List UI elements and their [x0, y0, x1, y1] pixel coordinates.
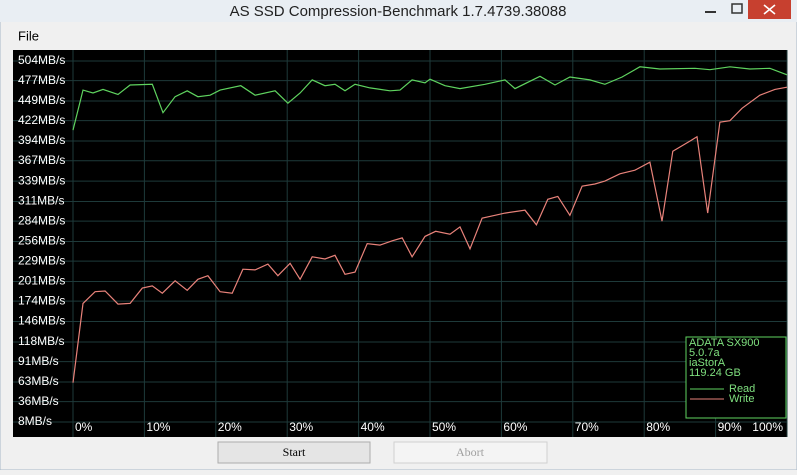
x-tick-label: 20%: [218, 420, 242, 434]
y-tick-label: 394MB/s: [18, 133, 65, 147]
device-info: 119.24 GB: [689, 367, 741, 379]
x-tick-label: 90%: [718, 420, 742, 434]
x-tick-label: 80%: [646, 420, 670, 434]
x-tick-label: 50%: [432, 420, 456, 434]
y-tick-label: 367MB/s: [18, 153, 65, 167]
y-tick-label: 36MB/s: [18, 394, 59, 408]
start-button[interactable]: [217, 441, 371, 464]
device-info: 5.0.7a: [689, 347, 720, 359]
device-info: ADATA SX900: [689, 337, 760, 349]
y-tick-label: 229MB/s: [18, 253, 65, 267]
menu-file[interactable]: File: [18, 28, 39, 43]
x-tick-label: 60%: [503, 420, 527, 434]
y-tick-label: 146MB/s: [18, 314, 65, 328]
y-tick-label: 174MB/s: [18, 293, 65, 307]
y-tick-label: 118MB/s: [18, 334, 64, 348]
y-tick-label: 8MB/s: [18, 414, 52, 428]
window-title: AS SSD Compression-Benchmark 1.7.4739.38…: [230, 3, 567, 20]
y-tick-label: 449MB/s: [18, 93, 65, 107]
x-tick-label: 100%: [752, 420, 783, 434]
x-tick-label: 70%: [575, 420, 599, 434]
start-label[interactable]: Start: [283, 445, 306, 459]
y-tick-label: 91MB/s: [18, 354, 59, 368]
y-tick-label: 284MB/s: [18, 213, 65, 227]
abort-label: Abort: [456, 445, 485, 459]
abort-button: [393, 441, 548, 464]
maximize-button[interactable]: [731, 3, 743, 14]
x-tick-label: 40%: [361, 420, 385, 434]
y-tick-label: 63MB/s: [18, 374, 59, 388]
series-line: [72, 66, 788, 131]
y-tick-label: 339MB/s: [18, 173, 65, 187]
close-icon: [763, 4, 776, 15]
series-line: [72, 86, 788, 383]
x-tick-label: 10%: [146, 420, 170, 434]
y-tick-label: 256MB/s: [18, 234, 65, 248]
legend-label: Read: [729, 383, 755, 395]
y-tick-label: 504MB/s: [18, 53, 65, 67]
y-tick-label: 422MB/s: [18, 113, 65, 127]
x-tick-label: 30%: [289, 420, 313, 434]
legend-box: [685, 336, 787, 419]
legend-label: Write: [729, 393, 754, 405]
device-info: iaStorA: [689, 357, 726, 369]
title-bar: [0, 0, 797, 22]
x-tick-label: 0%: [75, 420, 93, 434]
y-tick-label: 201MB/s: [18, 274, 65, 288]
plot-area: [13, 50, 787, 437]
y-tick-label: 311MB/s: [18, 194, 64, 208]
y-tick-label: 477MB/s: [18, 73, 65, 87]
